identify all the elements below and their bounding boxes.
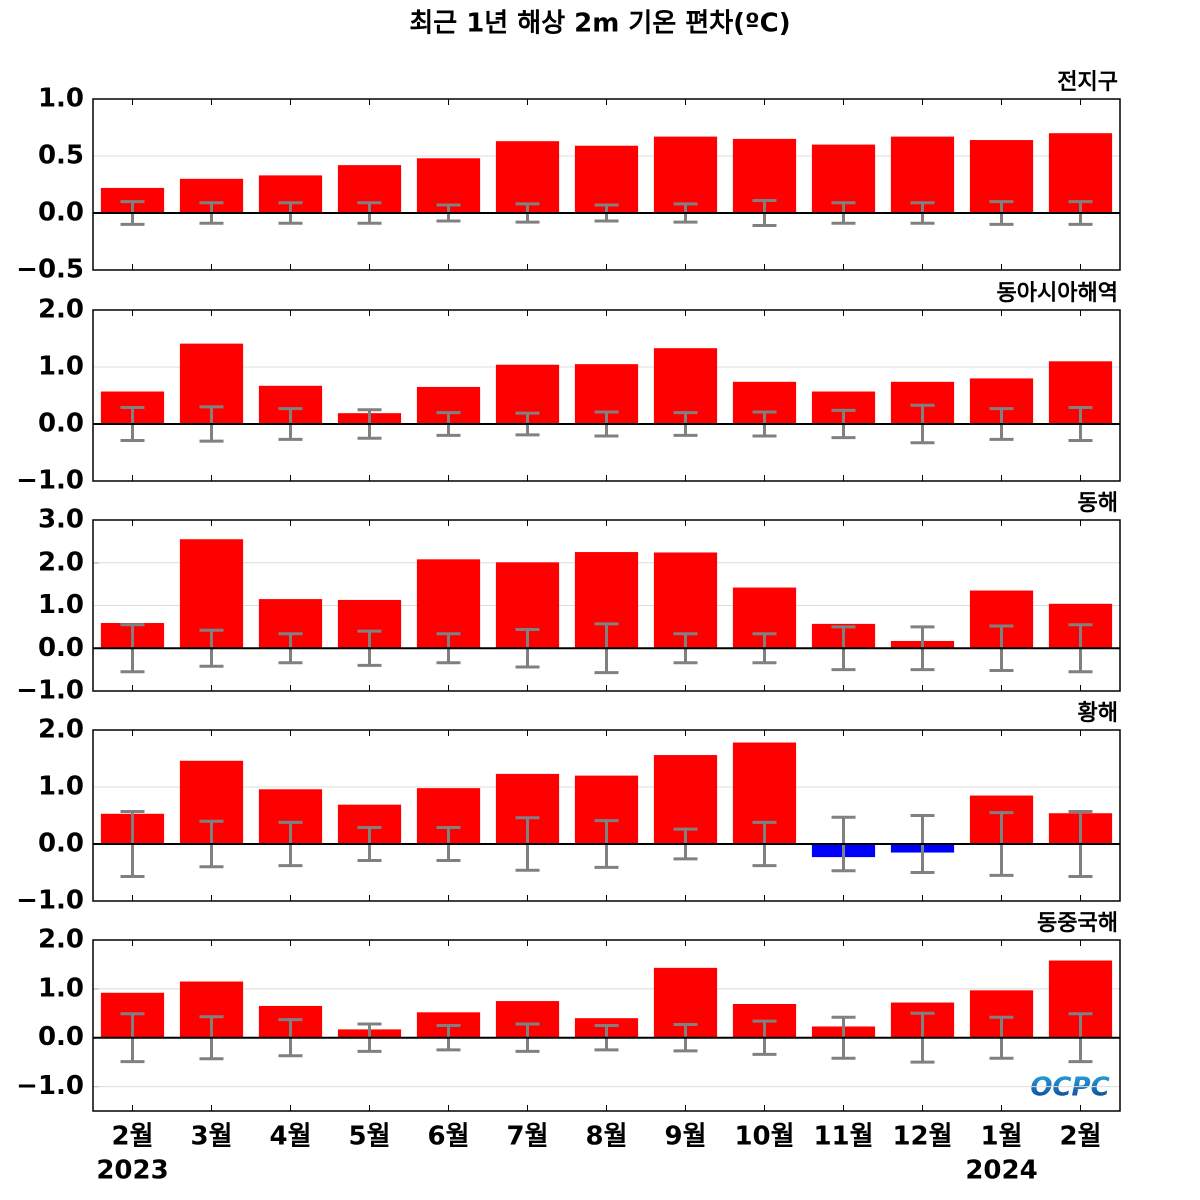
plot-frame: [92, 939, 1121, 1112]
plot-frame: [92, 729, 1121, 902]
bar: [890, 136, 955, 213]
panel-title: 황해: [1078, 701, 1118, 726]
y-tick-label: 2.0: [38, 925, 84, 955]
y-tick-label: 2.0: [38, 547, 84, 577]
bar: [653, 136, 718, 213]
panel-title: 전지구: [1057, 70, 1118, 95]
y-tick-label: 0.0: [38, 1022, 84, 1052]
y-tick-label: 1.0: [38, 352, 84, 382]
panel-title: 동중국해: [1037, 911, 1118, 936]
y-tick-label: 2.0: [38, 715, 84, 745]
y-tick-label: 0.0: [38, 633, 84, 663]
y-tick-label: 1.0: [38, 590, 84, 620]
logo: OCPC: [1030, 1073, 1109, 1103]
figure-title: 최근 1년 해상 2m 기온 편차(ºC): [409, 9, 790, 39]
bar: [1048, 133, 1113, 213]
y-tick-label: 1.0: [38, 772, 84, 802]
x-tick-label: 3월: [190, 1122, 232, 1152]
x-tick-label: 2월: [111, 1122, 153, 1152]
year-label: 2024: [965, 1156, 1037, 1186]
panel-title: 동해: [1078, 491, 1118, 516]
y-tick-label: 0.0: [38, 829, 84, 859]
y-tick-label: 0.5: [38, 141, 84, 171]
y-tick-label: −1.0: [16, 1071, 84, 1101]
y-tick-label: 3.0: [38, 505, 84, 535]
x-tick-label: 1월: [980, 1122, 1022, 1152]
x-tick-label: 8월: [585, 1122, 627, 1152]
year-label: 2023: [96, 1156, 168, 1186]
y-tick-label: 2.0: [38, 295, 84, 325]
x-tick-label: 4월: [269, 1122, 311, 1152]
x-tick-label: 9월: [664, 1122, 706, 1152]
plot-frame: [92, 519, 1121, 692]
x-tick-label: 10월: [734, 1122, 794, 1152]
panel-title: 동아시아해역: [997, 281, 1118, 306]
x-tick-label: 6월: [427, 1122, 469, 1152]
plot-frame: [92, 309, 1121, 482]
y-tick-label: −1.0: [16, 886, 84, 916]
x-tick-label: 5월: [348, 1122, 390, 1152]
x-tick-label: 11월: [813, 1122, 873, 1152]
y-tick-label: −1.0: [16, 676, 84, 706]
x-tick-label: 12월: [892, 1122, 952, 1152]
y-tick-label: −0.5: [16, 255, 84, 285]
y-tick-label: −1.0: [16, 466, 84, 496]
y-tick-label: 0.0: [38, 198, 84, 228]
plot-frame: [92, 98, 1121, 271]
bar: [574, 145, 639, 213]
y-tick-label: 1.0: [38, 973, 84, 1003]
x-tick-label: 2월: [1059, 1122, 1101, 1152]
y-tick-label: 0.0: [38, 409, 84, 439]
y-tick-label: 1.0: [38, 84, 84, 114]
x-tick-label: 7월: [506, 1122, 548, 1152]
bar: [495, 141, 560, 213]
